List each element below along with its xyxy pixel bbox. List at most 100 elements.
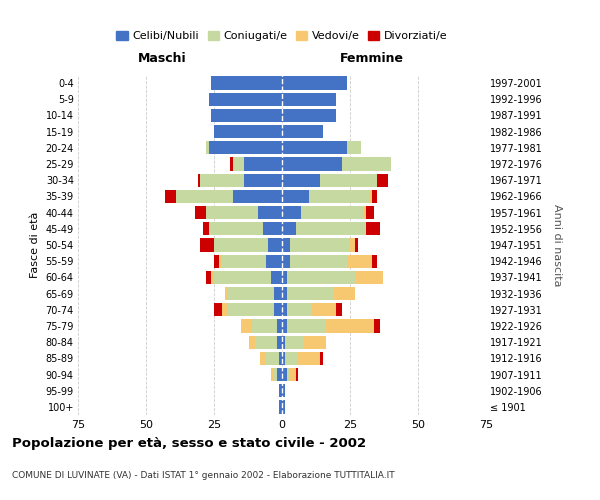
Bar bbox=[350, 238, 355, 252]
Bar bbox=[277, 320, 282, 332]
Bar bbox=[260, 352, 266, 365]
Bar bbox=[347, 141, 361, 154]
Bar bbox=[206, 270, 211, 284]
Bar bbox=[220, 254, 222, 268]
Bar bbox=[298, 352, 320, 365]
Bar bbox=[320, 174, 377, 187]
Bar bbox=[200, 238, 214, 252]
Bar bbox=[211, 109, 282, 122]
Bar bbox=[271, 270, 282, 284]
Bar bbox=[282, 92, 337, 106]
Text: Maschi: Maschi bbox=[137, 52, 187, 65]
Bar bbox=[372, 190, 377, 203]
Bar bbox=[369, 190, 372, 203]
Bar bbox=[301, 206, 364, 220]
Bar bbox=[372, 254, 377, 268]
Bar bbox=[342, 158, 391, 170]
Bar bbox=[282, 222, 296, 235]
Bar bbox=[282, 287, 287, 300]
Bar bbox=[282, 384, 285, 398]
Bar bbox=[214, 238, 268, 252]
Bar bbox=[277, 336, 282, 349]
Bar bbox=[165, 190, 176, 203]
Bar bbox=[282, 238, 290, 252]
Bar bbox=[195, 206, 206, 220]
Bar bbox=[214, 270, 271, 284]
Bar bbox=[282, 109, 337, 122]
Bar bbox=[206, 206, 257, 220]
Bar bbox=[176, 190, 233, 203]
Bar bbox=[227, 303, 274, 316]
Bar bbox=[225, 287, 227, 300]
Bar bbox=[290, 254, 347, 268]
Bar bbox=[347, 254, 372, 268]
Bar bbox=[252, 320, 277, 332]
Bar bbox=[279, 384, 282, 398]
Bar bbox=[364, 206, 367, 220]
Bar bbox=[266, 254, 282, 268]
Bar bbox=[214, 254, 220, 268]
Bar bbox=[282, 400, 285, 413]
Bar bbox=[274, 303, 282, 316]
Bar bbox=[227, 287, 274, 300]
Bar bbox=[285, 352, 298, 365]
Bar bbox=[282, 174, 320, 187]
Bar bbox=[282, 76, 347, 90]
Bar bbox=[211, 76, 282, 90]
Bar bbox=[287, 368, 290, 381]
Bar bbox=[282, 352, 285, 365]
Bar bbox=[282, 190, 309, 203]
Bar bbox=[279, 400, 282, 413]
Bar bbox=[312, 303, 337, 316]
Bar bbox=[337, 303, 342, 316]
Bar bbox=[326, 320, 374, 332]
Bar bbox=[309, 190, 369, 203]
Text: COMUNE DI LUVINATE (VA) - Dati ISTAT 1° gennaio 2002 - Elaborazione TUTTITALIA.I: COMUNE DI LUVINATE (VA) - Dati ISTAT 1° … bbox=[12, 471, 395, 480]
Bar bbox=[282, 141, 347, 154]
Bar bbox=[287, 303, 312, 316]
Bar bbox=[287, 287, 334, 300]
Bar bbox=[200, 174, 244, 187]
Bar bbox=[279, 352, 282, 365]
Bar bbox=[230, 158, 233, 170]
Bar bbox=[211, 270, 214, 284]
Bar bbox=[197, 174, 200, 187]
Bar bbox=[282, 270, 287, 284]
Bar bbox=[277, 368, 282, 381]
Bar bbox=[285, 336, 304, 349]
Bar bbox=[287, 320, 326, 332]
Bar bbox=[282, 303, 287, 316]
Y-axis label: Anni di nascita: Anni di nascita bbox=[553, 204, 562, 286]
Bar bbox=[367, 222, 380, 235]
Bar bbox=[206, 141, 209, 154]
Bar bbox=[257, 206, 282, 220]
Bar bbox=[241, 320, 252, 332]
Bar bbox=[290, 238, 350, 252]
Bar bbox=[233, 158, 244, 170]
Bar bbox=[282, 320, 287, 332]
Bar bbox=[296, 368, 298, 381]
Bar bbox=[250, 336, 255, 349]
Bar bbox=[268, 238, 282, 252]
Bar bbox=[203, 222, 209, 235]
Bar bbox=[282, 206, 301, 220]
Bar bbox=[355, 238, 358, 252]
Bar bbox=[282, 254, 290, 268]
Bar bbox=[209, 222, 263, 235]
Legend: Celibi/Nubili, Coniugati/e, Vedovi/e, Divorziati/e: Celibi/Nubili, Coniugati/e, Vedovi/e, Di… bbox=[112, 26, 452, 46]
Bar bbox=[214, 303, 222, 316]
Bar bbox=[263, 222, 282, 235]
Bar bbox=[274, 287, 282, 300]
Text: Femmine: Femmine bbox=[340, 52, 404, 65]
Bar bbox=[209, 92, 282, 106]
Bar bbox=[282, 125, 323, 138]
Bar bbox=[367, 206, 374, 220]
Bar bbox=[233, 190, 282, 203]
Bar bbox=[282, 336, 285, 349]
Bar bbox=[274, 368, 277, 381]
Bar bbox=[244, 174, 282, 187]
Bar bbox=[355, 270, 383, 284]
Bar bbox=[374, 320, 380, 332]
Bar bbox=[290, 368, 296, 381]
Y-axis label: Fasce di età: Fasce di età bbox=[30, 212, 40, 278]
